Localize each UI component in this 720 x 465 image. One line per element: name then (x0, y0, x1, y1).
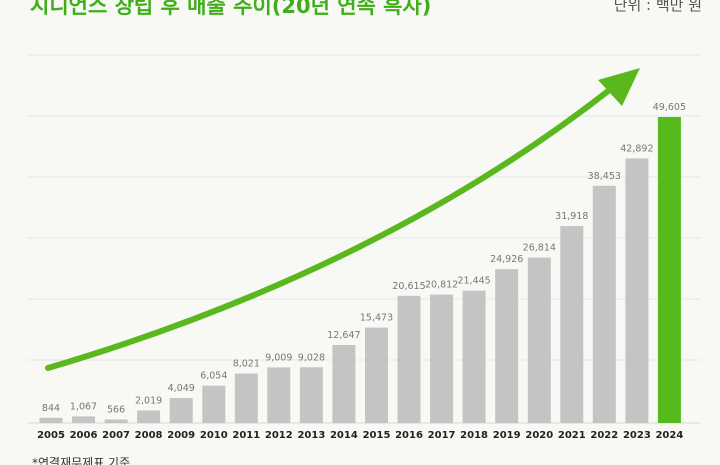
growth-arrow-shaft (45, 85, 615, 371)
tick-label-2017: 2017 (428, 430, 456, 441)
chart-title: 시니언스 창립 후 매출 추이(20년 연속 흑자) (30, 0, 432, 18)
value-label-2009: 4,049 (168, 383, 195, 394)
tick-label-2018: 2018 (460, 430, 488, 441)
bar-2007 (104, 419, 128, 423)
bar-2013 (299, 367, 323, 423)
footnote: *연결재무제표 기준 (32, 456, 131, 465)
tick-label-2014: 2014 (330, 430, 358, 441)
growth-arrow (45, 68, 640, 371)
bar-2014 (332, 345, 356, 423)
value-label-2007: 566 (107, 405, 125, 416)
value-label-2008: 2,019 (135, 396, 162, 407)
tick-label-2010: 2010 (200, 430, 228, 441)
bar-2021 (560, 226, 584, 423)
bar-2015 (365, 327, 388, 423)
value-label-2005: 844 (42, 403, 60, 414)
bar-2022 (592, 185, 616, 423)
value-label-2015: 15,473 (360, 313, 393, 324)
value-label-2016: 20,615 (392, 281, 425, 292)
tick-label-2019: 2019 (493, 430, 521, 441)
bar-2006 (72, 416, 95, 423)
bar-2016 (397, 295, 421, 423)
grid-lines (28, 54, 700, 424)
bar-2024 (657, 117, 681, 423)
bar-2012 (267, 367, 291, 423)
tick-label-2007: 2007 (102, 430, 130, 441)
tick-label-2011: 2011 (232, 430, 260, 441)
bar-2017 (430, 294, 454, 423)
value-label-2018: 21,445 (457, 276, 490, 287)
value-labels: 844 1,067 566 2,019 4,049 6,054 8,021 9,009 9,02… (42, 102, 686, 416)
tick-label-2020: 2020 (525, 430, 553, 441)
value-label-2024: 49,605 (653, 102, 686, 113)
tick-label-2012: 2012 (265, 430, 293, 441)
value-label-2019: 24,926 (490, 254, 523, 265)
bar-2023 (625, 158, 649, 423)
value-label-2013: 9,028 (298, 352, 325, 363)
tick-label-2009: 2009 (167, 430, 195, 441)
bar-2020 (527, 257, 551, 423)
tick-label-2008: 2008 (135, 430, 163, 441)
value-label-2006: 1,067 (70, 401, 97, 412)
tick-label-2022: 2022 (590, 430, 618, 441)
tick-label-2021: 2021 (558, 430, 586, 441)
value-label-2020: 26,814 (523, 243, 556, 254)
bar-2008 (137, 410, 161, 423)
bar-2010 (202, 385, 226, 423)
bar-2019 (495, 269, 519, 423)
value-label-2010: 6,054 (200, 371, 227, 382)
value-label-2023: 42,892 (620, 143, 653, 154)
value-label-2021: 31,918 (555, 211, 588, 222)
tick-label-2006: 2006 (70, 430, 98, 441)
value-label-2011: 8,021 (233, 359, 260, 370)
bar-2018 (462, 290, 486, 423)
value-label-2014: 12,647 (327, 330, 360, 341)
value-label-2022: 38,453 (588, 171, 621, 182)
tick-label-2023: 2023 (623, 430, 651, 441)
tick-label-2016: 2016 (395, 430, 423, 441)
bar-2005 (39, 417, 63, 423)
unit-label: 단위 : 백만 원 (613, 0, 702, 14)
value-label-2017: 20,812 (425, 280, 458, 291)
growth-arrow-head (598, 68, 640, 106)
tick-label-2005: 2005 (37, 430, 65, 441)
tick-label-2024: 2024 (655, 430, 683, 441)
bar-2009 (169, 398, 193, 423)
x-axis-ticks: 2005 2006 2007 2008 2009 2010 2011 2012 2013 2014… (37, 430, 683, 441)
tick-label-2015: 2015 (363, 430, 391, 441)
bar-2011 (234, 373, 258, 423)
tick-label-2013: 2013 (297, 430, 325, 441)
bars (39, 117, 681, 423)
value-label-2012: 9,009 (265, 352, 292, 363)
